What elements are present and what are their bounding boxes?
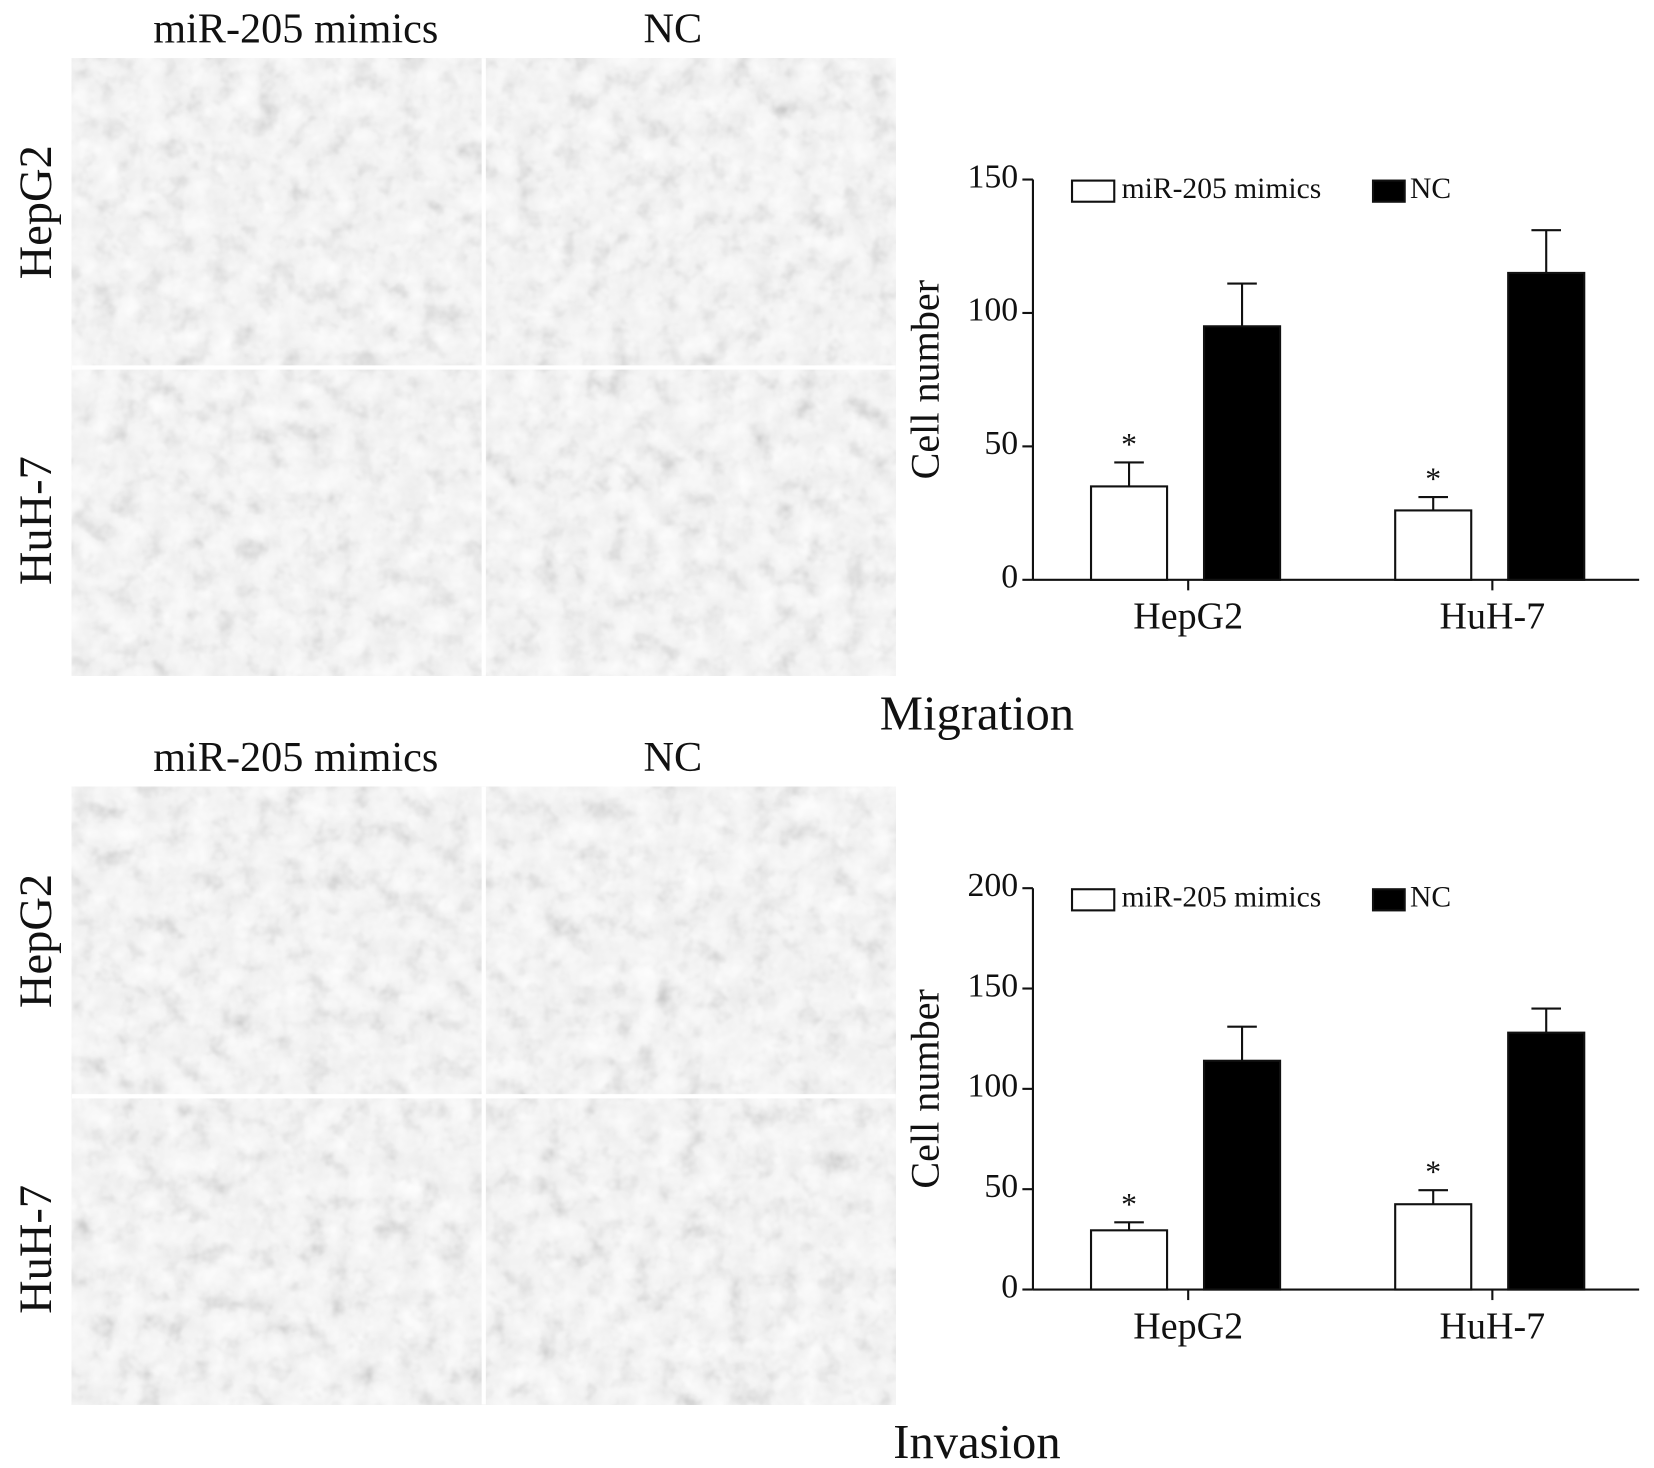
bar xyxy=(1089,485,1169,581)
legend-label: miR-205 mimics xyxy=(1122,173,1322,205)
y-tick-label: 50 xyxy=(984,1168,1018,1205)
significance-marker: * xyxy=(1121,1187,1137,1222)
bar xyxy=(1089,1229,1169,1291)
panel-caption: Migration xyxy=(880,686,1074,740)
bar xyxy=(1507,1031,1586,1291)
legend-label: NC xyxy=(1410,173,1451,205)
x-tick-label: HepG2 xyxy=(1133,1305,1243,1347)
row-label: HuH-7 xyxy=(11,456,62,585)
y-tick-label: 100 xyxy=(967,1068,1018,1105)
legend-swatch xyxy=(1371,179,1406,203)
y-tick-label: 150 xyxy=(967,158,1018,195)
bar xyxy=(1394,509,1473,581)
column-label: miR-205 mimics xyxy=(153,5,438,52)
column-label: NC xyxy=(643,5,702,52)
y-axis-label: Cell number xyxy=(903,988,948,1188)
bar xyxy=(1202,1059,1282,1291)
y-tick-label: 50 xyxy=(984,425,1018,462)
x-tick-label: HuH-7 xyxy=(1440,596,1546,638)
x-tick-label: HepG2 xyxy=(1133,596,1243,638)
row-label: HuH-7 xyxy=(11,1185,62,1314)
row-label: HepG2 xyxy=(11,145,62,279)
column-label: NC xyxy=(643,734,702,781)
bar xyxy=(1202,325,1282,581)
y-tick-label: 200 xyxy=(967,867,1018,904)
row-label: HepG2 xyxy=(11,874,62,1008)
significance-marker: * xyxy=(1121,427,1137,462)
bar xyxy=(1507,271,1586,581)
significance-marker: * xyxy=(1425,462,1441,497)
panel-caption: Invasion xyxy=(893,1415,1060,1468)
legend-swatch xyxy=(1070,888,1116,912)
legend-swatch xyxy=(1070,179,1116,203)
x-tick-label: HuH-7 xyxy=(1440,1305,1546,1347)
y-tick-label: 100 xyxy=(967,292,1018,329)
y-tick-label: 0 xyxy=(1001,559,1018,596)
y-tick-label: 0 xyxy=(1001,1268,1018,1305)
bar xyxy=(1394,1203,1473,1291)
legend-label: NC xyxy=(1410,882,1451,914)
significance-marker: * xyxy=(1425,1155,1441,1190)
legend-label: miR-205 mimics xyxy=(1122,882,1322,914)
y-axis-label: Cell number xyxy=(903,279,948,479)
legend-swatch xyxy=(1371,888,1406,912)
y-tick-label: 150 xyxy=(967,967,1018,1004)
column-label: miR-205 mimics xyxy=(153,734,438,781)
